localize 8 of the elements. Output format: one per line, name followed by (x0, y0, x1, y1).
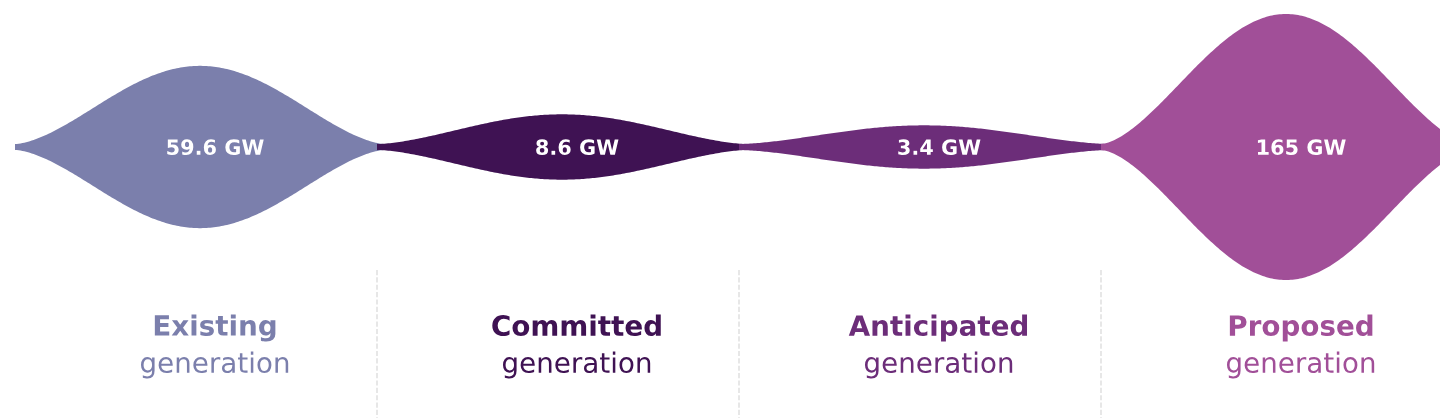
data-label: 165 GW (1257, 139, 1346, 156)
data-label: 8.6 GW (536, 139, 619, 156)
category-label: Existing generation (141, 314, 289, 379)
category-label: Committed generation (492, 314, 661, 379)
category-label: Anticipated generation (848, 314, 1028, 379)
category-label: Proposed generation (1227, 314, 1375, 379)
data-label: 3.4 GW (898, 139, 981, 156)
data-label: 59.6 GW (167, 139, 264, 156)
